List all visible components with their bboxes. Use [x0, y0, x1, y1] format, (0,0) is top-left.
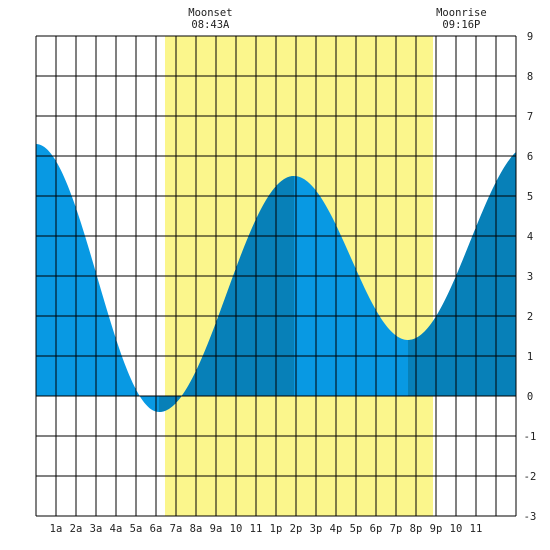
x-tick-label: 5p: [350, 523, 363, 535]
y-tick-label: 3: [527, 271, 533, 283]
x-tick-label: 6p: [370, 523, 383, 535]
x-tick-label: 10: [450, 523, 463, 535]
x-tick-label: 2p: [290, 523, 303, 535]
x-tick-label: 9p: [430, 523, 443, 535]
x-tick-label: 8a: [190, 523, 203, 535]
moonrise-time: 09:16P: [442, 19, 480, 31]
y-tick-label: -2: [524, 471, 537, 483]
x-tick-label: 1p: [270, 523, 283, 535]
tide-area-falling-1: [159, 176, 294, 412]
x-tick-label: 8p: [410, 523, 423, 535]
x-tick-label: 7a: [170, 523, 183, 535]
y-tick-label: -1: [524, 431, 537, 443]
moonset-label: Moonset: [188, 7, 232, 19]
x-tick-label: 4a: [110, 523, 123, 535]
y-tick-label: 5: [527, 191, 533, 203]
tide-area-falling-2: [408, 151, 516, 396]
x-tick-label: 3p: [310, 523, 323, 535]
x-tick-label: 10: [230, 523, 243, 535]
x-tick-label: 4p: [330, 523, 343, 535]
x-tick-label: 5a: [130, 523, 143, 535]
x-tick-label: 3a: [90, 523, 103, 535]
x-tick-label: 2a: [70, 523, 83, 535]
x-tick-label: 9a: [210, 523, 223, 535]
x-tick-label: 11: [250, 523, 263, 535]
y-tick-label: 0: [527, 391, 533, 403]
y-tick-label: 6: [527, 151, 533, 163]
y-tick-label: 9: [527, 31, 533, 43]
x-tick-label: 11: [470, 523, 483, 535]
moonset-time: 08:43A: [191, 19, 230, 31]
moonrise-label: Moonrise: [436, 7, 487, 19]
y-tick-label: 1: [527, 351, 533, 363]
y-tick-label: 8: [527, 71, 533, 83]
y-tick-label: 4: [527, 231, 533, 243]
y-tick-label: 2: [527, 311, 533, 323]
x-tick-label: 1a: [50, 523, 63, 535]
x-tick-label: 7p: [390, 523, 403, 535]
x-tick-label: 6a: [150, 523, 163, 535]
y-tick-label: -3: [524, 511, 537, 523]
y-tick-label: 7: [527, 111, 533, 123]
